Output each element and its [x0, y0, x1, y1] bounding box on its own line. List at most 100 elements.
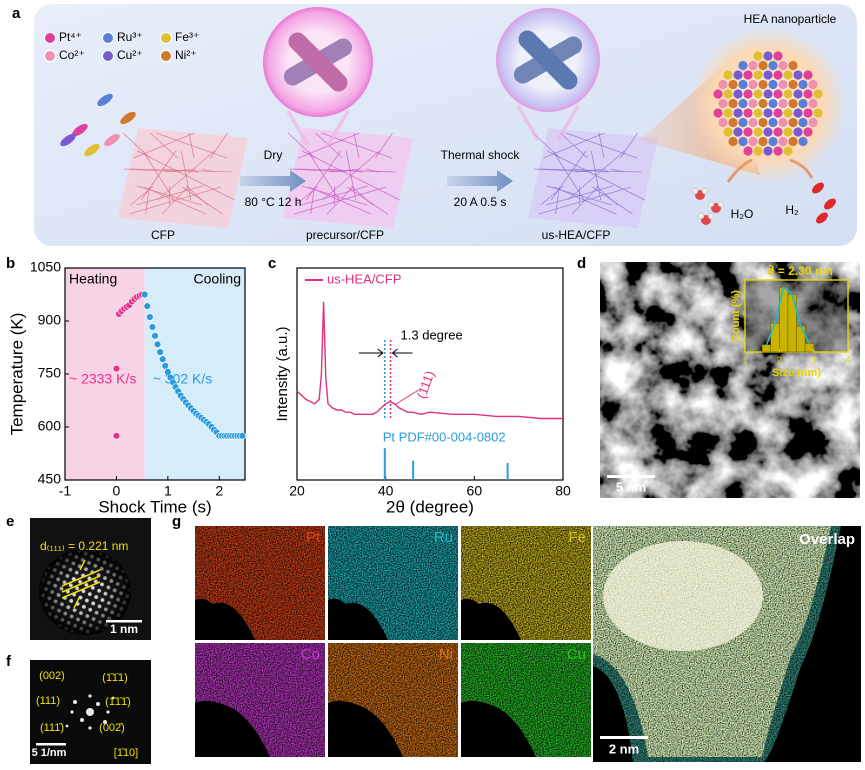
atom	[728, 98, 738, 109]
atom	[723, 70, 733, 80]
data-point	[153, 340, 162, 349]
data-point	[156, 348, 164, 356]
diffraction-spot	[73, 700, 77, 704]
atom	[728, 136, 738, 147]
atom	[743, 127, 753, 137]
x-tick-label: 0	[113, 483, 121, 499]
atom	[773, 108, 783, 118]
atom	[778, 117, 788, 128]
scale-label: 2 nm	[609, 741, 639, 756]
particle-glow	[690, 27, 846, 183]
x-tick-label: -1	[59, 483, 72, 499]
scale-bar	[106, 620, 142, 623]
panel-label: d	[577, 255, 586, 272]
atom	[783, 127, 793, 137]
diffraction-spot	[111, 696, 115, 700]
fiber	[201, 168, 215, 173]
overlap-label: Overlap	[799, 531, 855, 548]
y-tick-label: 600	[38, 418, 62, 434]
panel-label: a	[12, 5, 21, 22]
molecule-h	[707, 200, 715, 208]
inset-title: d̄ = 2.30 nm	[767, 264, 833, 278]
shift-arrows	[358, 348, 413, 358]
atom	[773, 89, 783, 99]
atom	[808, 98, 818, 109]
scale-label: 1 nm	[110, 622, 138, 636]
atom	[808, 117, 818, 128]
fiber	[598, 132, 605, 159]
atom	[723, 127, 733, 137]
atom	[808, 79, 818, 90]
atom	[728, 79, 738, 90]
atom	[793, 70, 803, 80]
scale-label: 5 nm	[616, 479, 646, 494]
diffraction-spot	[65, 724, 69, 728]
atom	[783, 70, 793, 80]
atom	[773, 51, 783, 61]
process-arrow	[447, 170, 513, 192]
arrow-label-top: Dry	[264, 148, 283, 162]
fiber	[620, 132, 638, 159]
scale-bar	[36, 743, 66, 746]
molecule-h	[707, 212, 715, 220]
atom	[798, 117, 808, 128]
diffraction-spot	[80, 718, 84, 722]
fiber	[560, 132, 588, 159]
x-tick-label: 4	[845, 356, 851, 367]
atom	[733, 70, 743, 80]
atom	[763, 108, 773, 118]
fiber	[347, 186, 388, 215]
panel-labels: a b c d e f g	[6, 5, 586, 670]
data-point	[146, 313, 154, 321]
atom	[783, 146, 793, 156]
atom	[738, 79, 748, 90]
atom	[748, 117, 758, 128]
reaction-arrows	[726, 158, 814, 183]
h2-molecule	[824, 198, 836, 210]
atom	[778, 98, 788, 109]
step-label: CFP	[151, 228, 175, 242]
ion-label: Fe³⁺	[175, 30, 199, 44]
x-tick-label: 1	[742, 356, 748, 367]
atom	[788, 98, 798, 109]
spot-label: (002̄)	[99, 722, 125, 734]
bubble-rays	[516, 104, 580, 142]
x-tick-label: 2	[215, 483, 223, 499]
h2-molecule	[812, 182, 824, 194]
histogram-bar	[770, 322, 780, 353]
spot-label: (111)	[36, 695, 60, 707]
fiber	[375, 132, 393, 159]
panel-label: c	[268, 255, 276, 272]
shift-label: 1.3 degree	[401, 327, 463, 342]
fiber	[547, 150, 645, 201]
fiber	[165, 168, 196, 173]
x-tick-label: 20	[289, 483, 305, 499]
atom	[753, 146, 763, 156]
fiber	[353, 132, 360, 159]
step-label: us-HEA/CFP	[542, 228, 611, 242]
atom	[778, 136, 788, 147]
x-axis-title: Shock Time (s)	[98, 497, 211, 516]
atom	[748, 136, 758, 147]
fiber	[330, 168, 361, 173]
panel-label: e	[6, 513, 14, 530]
fiber	[308, 186, 372, 215]
atom	[793, 108, 803, 118]
map-signal	[328, 526, 458, 640]
atom	[768, 79, 778, 90]
diffraction-spot	[70, 710, 74, 714]
ion-drop	[72, 123, 88, 137]
element-label: Fe	[568, 529, 586, 546]
atom	[788, 79, 798, 90]
ion-label: Cu²⁺	[117, 48, 143, 62]
atom	[733, 89, 743, 99]
scale-bar	[600, 736, 648, 739]
map-signal	[461, 526, 591, 640]
ion-swatch	[160, 50, 172, 62]
peak-label: (111)	[414, 369, 438, 401]
lattice-fringe	[61, 569, 101, 587]
atom	[718, 117, 728, 128]
histogram-bar	[796, 325, 806, 353]
atom	[763, 89, 773, 99]
